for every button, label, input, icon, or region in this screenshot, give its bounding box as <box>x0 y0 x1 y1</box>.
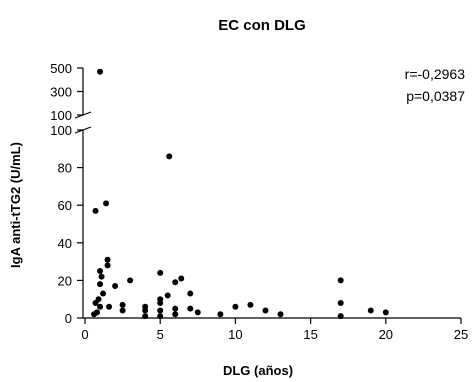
y-axis-label: IgA anti-tTG2 (U/mL) <box>8 142 23 268</box>
data-point <box>166 153 173 160</box>
data-point <box>337 299 344 306</box>
y-tick-label: 100 <box>50 123 72 138</box>
y-tick-label: 60 <box>58 198 72 213</box>
data-point <box>142 313 149 320</box>
data-point <box>142 307 149 314</box>
data-point <box>382 309 389 316</box>
data-point <box>104 256 111 263</box>
y-tick-label: 20 <box>58 273 72 288</box>
data-point <box>217 311 224 318</box>
data-point <box>367 307 374 314</box>
data-point <box>104 262 111 269</box>
y-tick-label: 80 <box>58 161 72 176</box>
data-point <box>164 292 171 299</box>
data-point <box>97 303 104 310</box>
x-tick-label: 15 <box>303 327 317 342</box>
x-tick-label: 25 <box>454 327 468 342</box>
data-point <box>172 279 179 286</box>
x-tick-label: 5 <box>157 327 164 342</box>
data-point <box>97 268 104 274</box>
data-point <box>100 290 107 297</box>
data-point <box>337 313 344 320</box>
data-point <box>119 301 126 308</box>
data-point <box>262 307 269 314</box>
data-point <box>337 277 344 284</box>
data-point <box>97 281 104 288</box>
correlation-annotation: r=-0,2963 <box>405 66 466 82</box>
data-point <box>94 309 101 316</box>
data-point <box>194 309 201 316</box>
data-point <box>97 68 104 75</box>
p-value-annotation: p=0,0387 <box>406 88 465 104</box>
data-point <box>187 305 194 312</box>
data-point <box>106 303 113 310</box>
y-tick-label: 300 <box>50 85 72 100</box>
data-point <box>247 301 254 308</box>
data-point <box>172 311 179 318</box>
data-point <box>277 311 284 318</box>
x-tick-label: 0 <box>81 327 88 342</box>
data-point <box>112 283 119 290</box>
data-point <box>157 313 164 320</box>
data-point <box>157 299 164 306</box>
x-axis-label: DLG (años) <box>223 363 293 378</box>
data-point <box>95 296 102 303</box>
data-point <box>187 290 194 297</box>
x-tick-label: 20 <box>379 327 393 342</box>
data-point <box>92 207 99 214</box>
data-point <box>103 200 110 207</box>
y-tick-label: 500 <box>50 61 72 76</box>
data-point <box>157 307 164 314</box>
data-point <box>178 275 185 282</box>
data-point <box>232 303 239 310</box>
data-point <box>157 269 164 276</box>
data-point <box>119 307 126 314</box>
chart-title: EC con DLG <box>218 17 306 34</box>
data-point <box>127 277 134 284</box>
data-point <box>98 273 105 280</box>
y-tick-label: 40 <box>58 236 72 251</box>
y-tick-label: 100 <box>50 108 72 123</box>
x-tick-label: 10 <box>228 327 242 342</box>
y-tick-label: 0 <box>65 311 72 326</box>
data-point <box>172 305 179 312</box>
